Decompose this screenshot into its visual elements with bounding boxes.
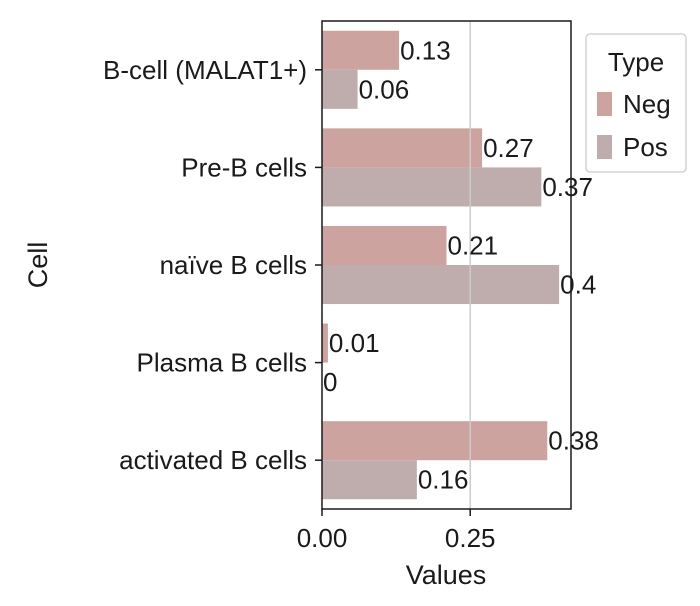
bar-pos [322, 69, 358, 109]
data-label: 0.06 [359, 74, 410, 104]
x-axis: 0.00 0.25 [297, 509, 496, 553]
legend-swatch-neg [597, 92, 612, 116]
data-label: 0.13 [400, 35, 451, 65]
data-label: 0.27 [483, 133, 534, 163]
legend-swatch-pos [597, 135, 612, 159]
data-label: 0.21 [448, 230, 499, 260]
data-label: 0 [323, 367, 337, 397]
bar-neg [322, 30, 400, 70]
data-label: 0.01 [329, 328, 380, 358]
x-tick-label: 0.25 [445, 523, 496, 553]
legend-label-neg: Neg [623, 89, 671, 119]
data-labels-group: 0.13 0.06 0.27 0.37 0.21 0.4 0.01 0 0.38 0.16 [323, 35, 599, 494]
data-label: 0.16 [418, 465, 469, 495]
bar-neg [322, 128, 483, 168]
legend-label-pos: Pos [623, 132, 668, 162]
x-axis-label: Values [406, 560, 487, 590]
legend-title: Type [608, 47, 664, 77]
legend: Type Neg Pos [585, 33, 687, 173]
data-label: 0.37 [542, 172, 593, 202]
bar-pos [322, 265, 560, 305]
x-tick-label: 0.00 [297, 523, 348, 553]
y-tick-label: Pre-B cells [181, 152, 307, 182]
y-axis: B-cell (MALAT1+) Pre-B cells naïve B cells… [103, 55, 322, 475]
y-tick-label: B-cell (MALAT1+) [103, 55, 307, 85]
bar-pos [322, 167, 542, 207]
bars-group [322, 30, 560, 500]
bar-pos [322, 460, 417, 500]
y-tick-label: activated B cells [119, 445, 307, 475]
bar-neg [322, 421, 548, 461]
y-axis-label: Cell [23, 242, 53, 289]
y-tick-label: naïve B cells [160, 250, 307, 280]
data-label: 0.4 [560, 270, 596, 300]
bar-neg [322, 323, 328, 363]
y-tick-label: Plasma B cells [137, 348, 308, 378]
data-label: 0.38 [548, 426, 599, 456]
bar-neg [322, 225, 447, 265]
